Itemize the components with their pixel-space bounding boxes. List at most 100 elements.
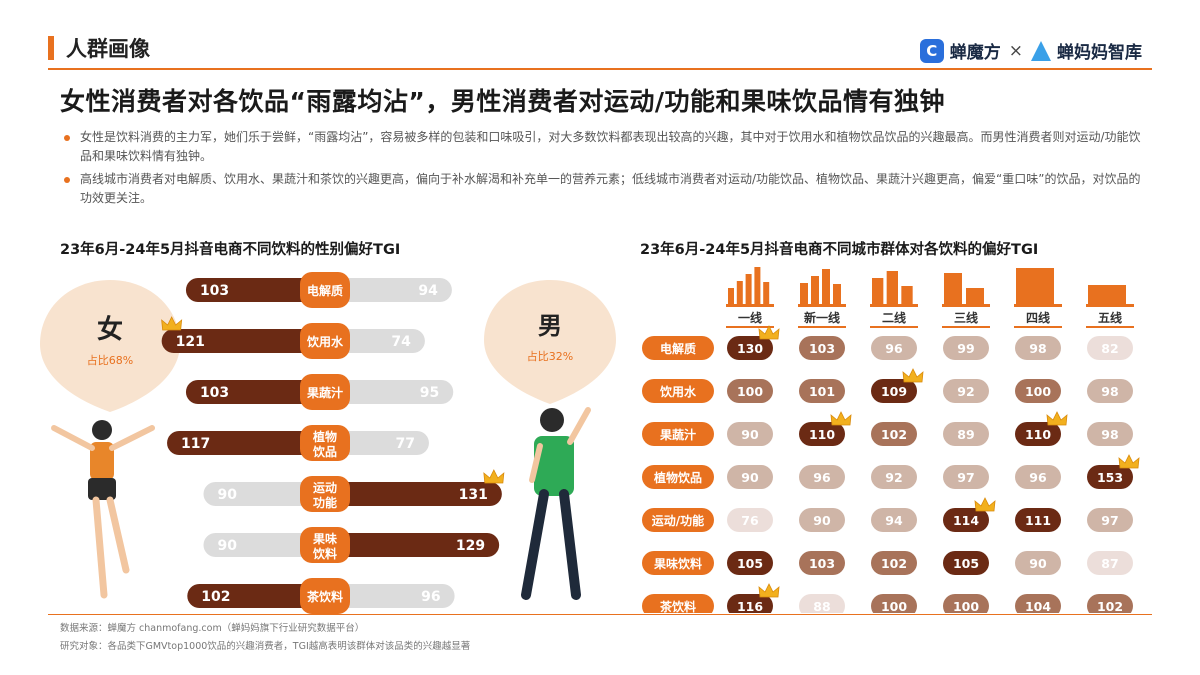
city-building-icon bbox=[870, 271, 918, 307]
male-value: 96 bbox=[421, 589, 440, 605]
male-figure-icon bbox=[521, 407, 591, 600]
building-block bbox=[872, 278, 884, 304]
heat-cell bbox=[727, 379, 773, 403]
female-top bbox=[90, 442, 114, 480]
heat-value: 103 bbox=[809, 556, 835, 571]
page-headline: 女性消费者对各饮品“雨露均沾”，男性消费者对运动/功能和果味饮品情有独钟 bbox=[60, 87, 945, 116]
crown-icon bbox=[830, 411, 852, 426]
heat-cell bbox=[1015, 465, 1061, 489]
category-label-line2: 功能 bbox=[313, 495, 337, 510]
category-label-line1: 果味 bbox=[312, 531, 337, 546]
heat-value: 98 bbox=[1101, 384, 1118, 399]
category-pill bbox=[300, 476, 350, 512]
female-figure-icon bbox=[51, 420, 155, 599]
row-pill bbox=[642, 551, 714, 575]
male-bar bbox=[325, 431, 429, 455]
heat-value: 90 bbox=[813, 513, 831, 528]
male-label: 男 bbox=[538, 312, 562, 340]
female-share: 占比68% bbox=[87, 353, 133, 367]
male-value: 129 bbox=[456, 538, 485, 554]
female-value: 90 bbox=[218, 487, 238, 503]
city-building-icon bbox=[942, 273, 990, 307]
heat-cell bbox=[943, 594, 989, 613]
heat-cell bbox=[1015, 336, 1061, 360]
row-pill bbox=[642, 465, 714, 489]
column-label: 三线 bbox=[954, 310, 978, 325]
heat-value: 130 bbox=[737, 341, 763, 356]
building-block bbox=[822, 269, 830, 304]
heat-cell bbox=[871, 551, 917, 575]
male-leg-right bbox=[559, 489, 581, 600]
top-divider bbox=[48, 68, 1152, 70]
category-label: 茶饮料 bbox=[306, 589, 343, 604]
heat-value: 76 bbox=[741, 513, 759, 528]
female-bar bbox=[187, 584, 325, 608]
section-tag: 人群画像 bbox=[48, 34, 150, 62]
heat-value: 92 bbox=[957, 384, 974, 399]
category-pill bbox=[300, 425, 350, 461]
female-bar bbox=[161, 329, 325, 353]
city-building-icon bbox=[1014, 268, 1062, 307]
city-building-icon bbox=[798, 269, 846, 307]
heat-value: 90 bbox=[741, 427, 759, 442]
category-pill bbox=[300, 374, 350, 410]
chanmama-logo-icon bbox=[1031, 40, 1051, 61]
building-block bbox=[745, 274, 752, 304]
row-label: 运动/功能 bbox=[652, 513, 704, 528]
row-pill bbox=[642, 594, 714, 613]
row-pill bbox=[642, 422, 714, 446]
female-label: 女 bbox=[97, 314, 123, 345]
heat-value: 111 bbox=[1025, 513, 1051, 528]
heat-value: 88 bbox=[813, 599, 830, 613]
crown-icon bbox=[758, 325, 780, 340]
heat-value: 105 bbox=[953, 556, 979, 571]
male-value: 95 bbox=[420, 385, 439, 401]
footer-note: 研究对象：各品类下GMVtop1000饮品的兴趣消费者，TGI越高表明该群体对该… bbox=[60, 641, 471, 652]
heat-value: 102 bbox=[881, 556, 907, 571]
heat-cell bbox=[799, 379, 845, 403]
heat-cell bbox=[799, 336, 845, 360]
crown-icon bbox=[902, 368, 924, 383]
heat-value: 105 bbox=[737, 556, 763, 571]
heat-value: 109 bbox=[881, 384, 907, 399]
heat-cell bbox=[799, 465, 845, 489]
row-pill bbox=[642, 379, 714, 403]
row-label: 饮用水 bbox=[659, 384, 697, 399]
heat-value: 97 bbox=[957, 470, 974, 485]
heat-cell bbox=[1087, 336, 1133, 360]
heat-value: 104 bbox=[1025, 599, 1051, 613]
column-label: 二线 bbox=[882, 310, 906, 325]
female-value: 103 bbox=[200, 283, 229, 299]
building-block bbox=[886, 271, 898, 304]
category-pill bbox=[300, 578, 350, 614]
building-base bbox=[942, 304, 990, 307]
column-label: 新一线 bbox=[804, 310, 840, 325]
heat-value: 110 bbox=[1025, 427, 1051, 442]
column-label: 一线 bbox=[738, 310, 762, 325]
female-bar bbox=[167, 431, 325, 455]
footer: 数据来源：蝉魔方 chanmofang.com（蝉妈妈旗下行业研究数据平台） 研… bbox=[60, 620, 470, 656]
heat-value: 96 bbox=[813, 470, 831, 485]
heat-value: 90 bbox=[741, 470, 759, 485]
footer-divider bbox=[48, 614, 1152, 615]
heat-cell bbox=[1087, 551, 1133, 575]
heat-cell bbox=[943, 465, 989, 489]
heat-cell bbox=[1015, 422, 1061, 446]
building-block bbox=[800, 283, 808, 304]
female-arm-right bbox=[109, 425, 155, 451]
female-leg-left bbox=[92, 496, 108, 599]
building-block bbox=[728, 288, 734, 304]
building-block bbox=[1088, 285, 1126, 304]
category-label-line2: 饮料 bbox=[312, 546, 337, 561]
heat-value: 110 bbox=[809, 427, 835, 442]
male-arm-left bbox=[529, 443, 543, 483]
male-value: 94 bbox=[418, 283, 438, 299]
crown-icon bbox=[1046, 411, 1068, 426]
male-value: 77 bbox=[395, 436, 414, 452]
category-label-line1: 植物 bbox=[312, 429, 337, 444]
brand-separator: × bbox=[1008, 40, 1023, 61]
city-building-icon bbox=[1086, 285, 1134, 307]
crown-icon bbox=[483, 469, 505, 484]
row-pill bbox=[642, 508, 714, 532]
